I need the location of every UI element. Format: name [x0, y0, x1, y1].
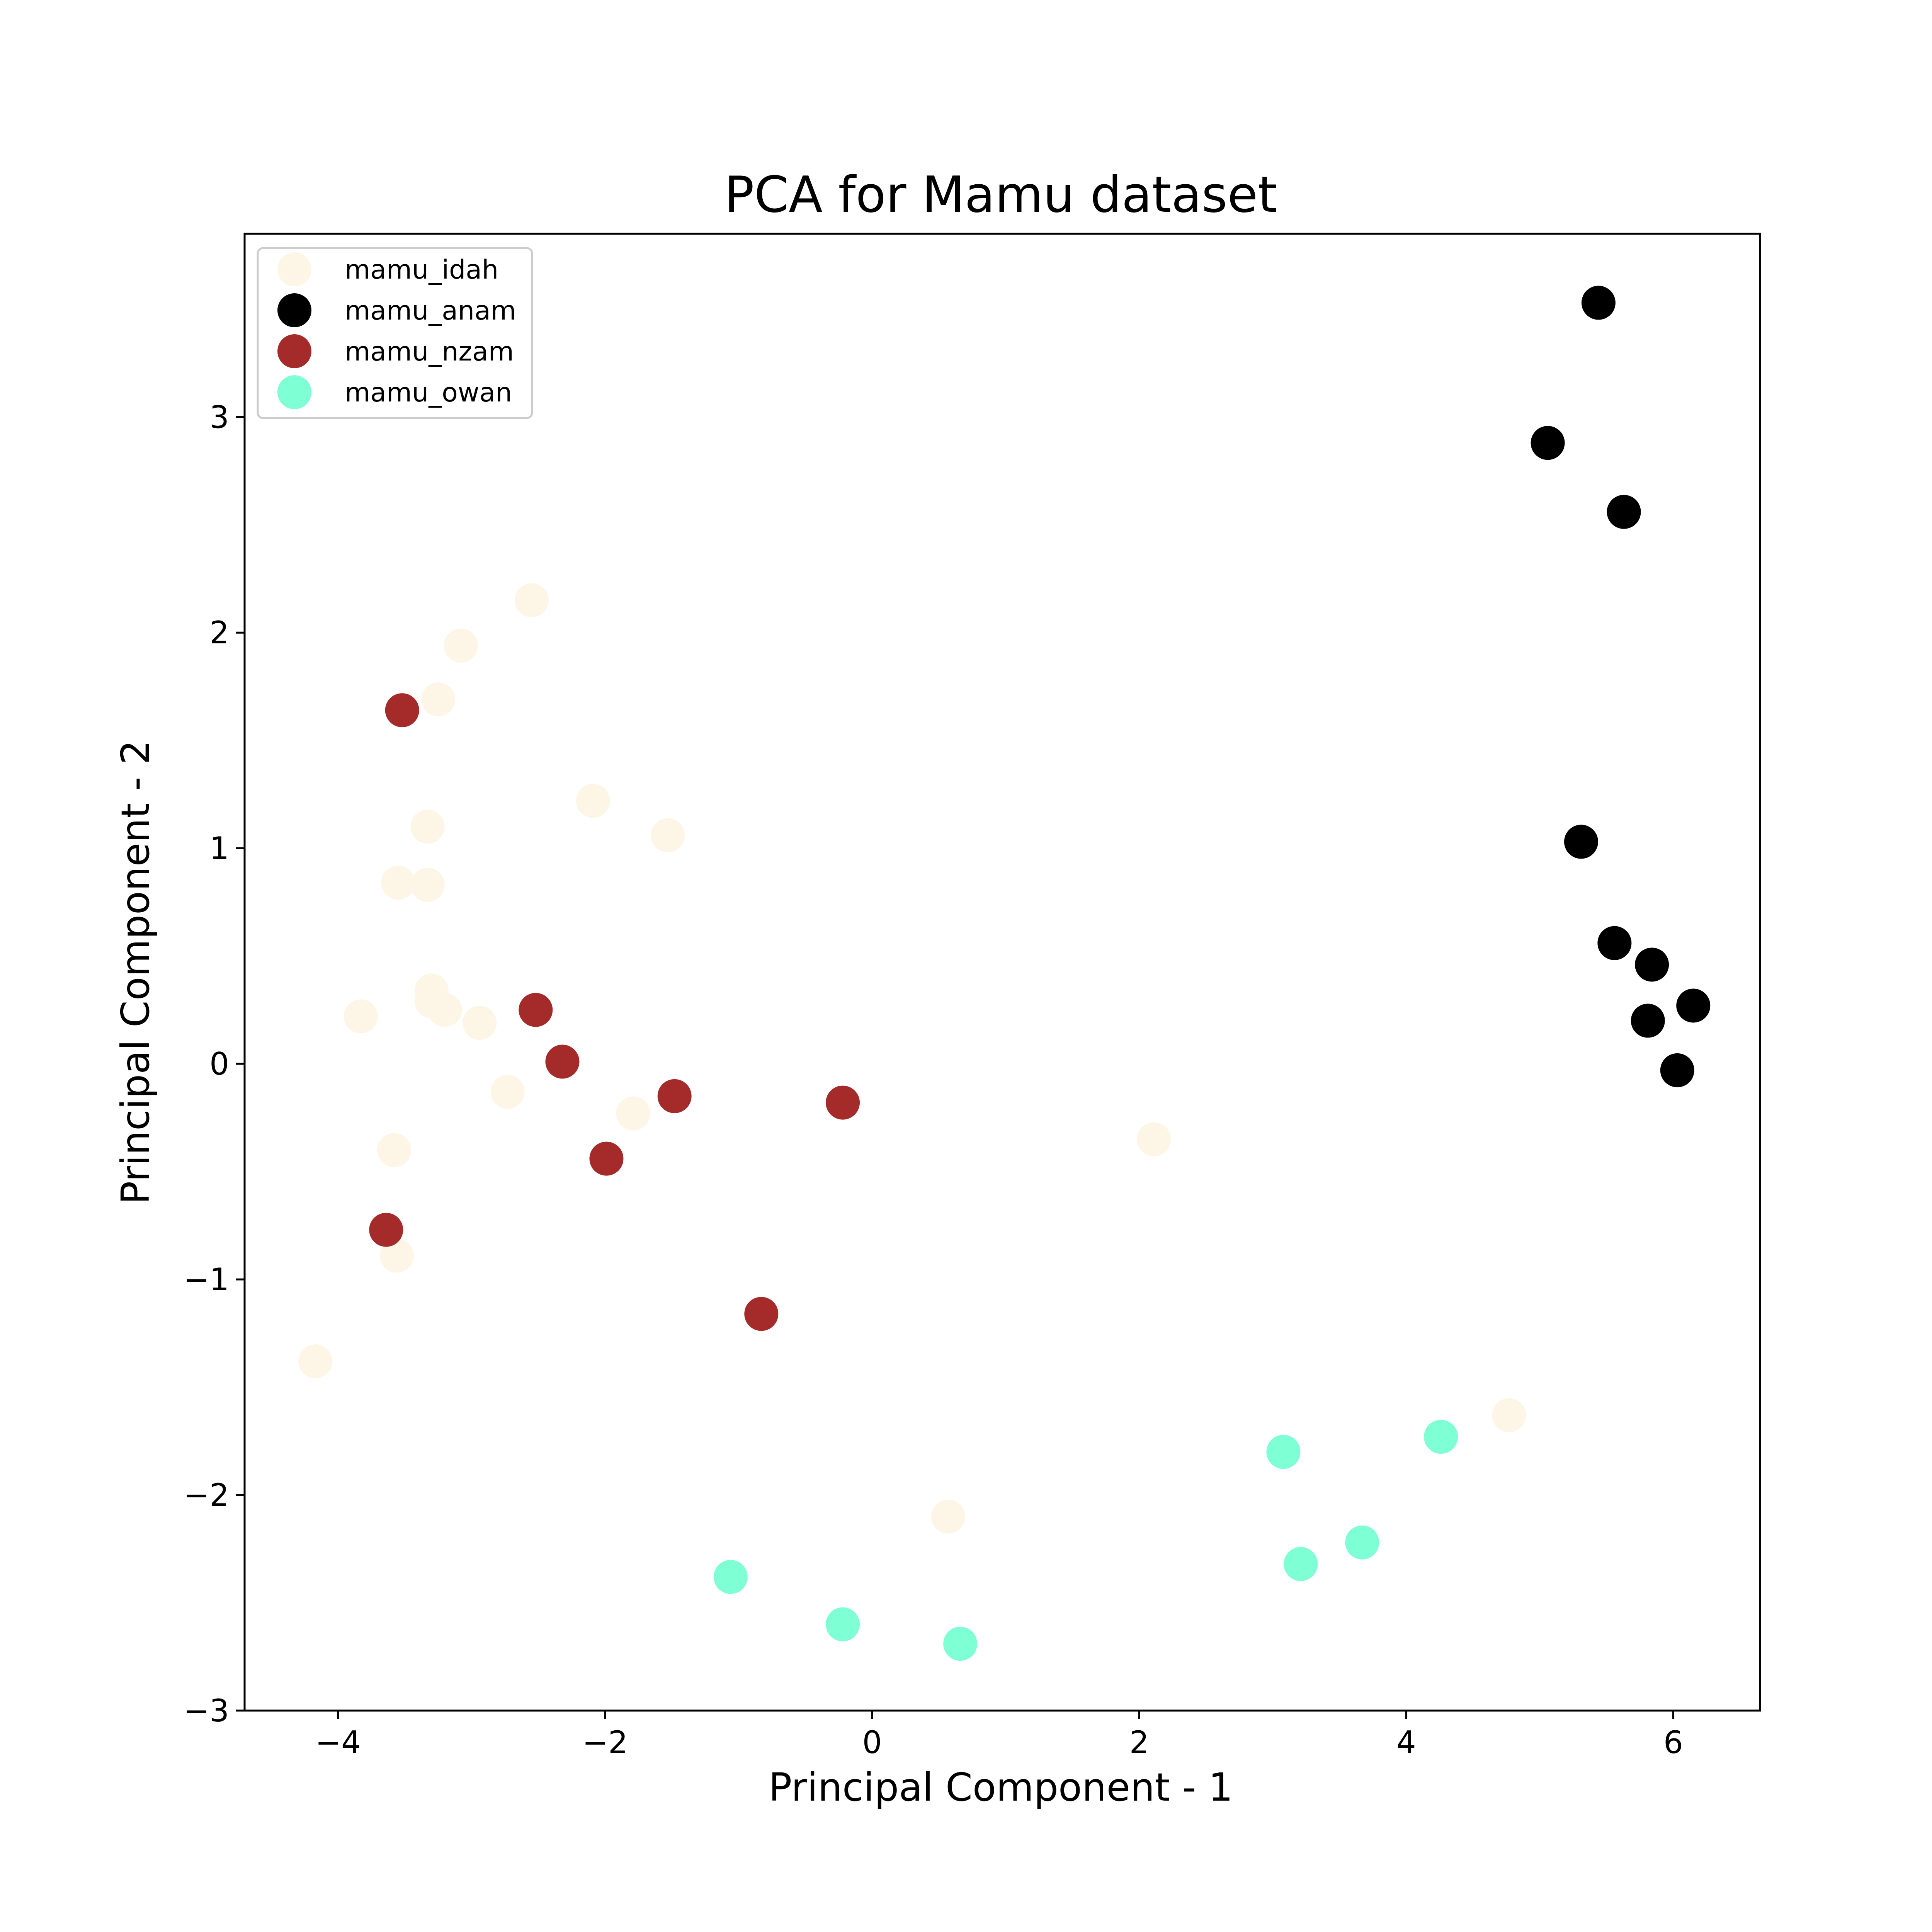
data-point	[931, 1499, 966, 1534]
data-point	[381, 866, 415, 900]
plot-area	[243, 233, 1761, 1712]
series-mamu_anam	[1531, 286, 1711, 1087]
y-tick-label: 2	[209, 615, 229, 651]
y-tick-label: −3	[184, 1693, 229, 1729]
data-point	[1492, 1398, 1526, 1432]
legend-label: mamu_owan	[345, 378, 512, 408]
x-tick-label: −2	[582, 1725, 628, 1760]
legend-frame	[257, 247, 533, 419]
data-point	[826, 1085, 860, 1120]
data-point	[519, 993, 553, 1027]
data-point	[463, 1006, 497, 1040]
data-point	[1581, 286, 1616, 320]
legend-label: mamu_nzam	[345, 337, 514, 367]
series-mamu_idah	[298, 583, 1526, 1534]
data-point	[1345, 1525, 1379, 1560]
data-point	[1424, 1420, 1458, 1454]
data-point	[616, 1096, 650, 1131]
data-point	[1635, 947, 1669, 982]
data-point	[410, 868, 445, 902]
series-mamu_nzam	[369, 693, 860, 1331]
data-point	[1564, 825, 1598, 859]
data-point	[744, 1297, 779, 1331]
y-axis-label: Principal Component - 2	[113, 740, 158, 1204]
legend-marker	[277, 334, 311, 368]
data-point	[943, 1627, 978, 1661]
data-point	[377, 1133, 412, 1167]
data-point	[1597, 926, 1632, 960]
x-tick-label: −4	[315, 1725, 361, 1760]
data-point	[657, 1079, 692, 1113]
y-tick-label: −2	[184, 1477, 229, 1513]
data-point	[545, 1044, 580, 1079]
data-point	[514, 583, 549, 617]
legend-marker	[277, 252, 311, 286]
legend-label: mamu_anam	[345, 296, 516, 326]
data-point	[298, 1344, 333, 1379]
data-point	[410, 810, 445, 844]
data-point	[421, 682, 456, 717]
x-axis-label: Principal Component - 1	[769, 1765, 1233, 1810]
legend: mamu_idah mamu_anam mamu_nzam mamu_owan	[257, 247, 533, 419]
data-point	[1660, 1053, 1694, 1087]
x-axis-ticks: −4 −2 0 2 4 6	[315, 1711, 1683, 1760]
data-point	[1531, 426, 1565, 460]
data-point	[589, 1141, 624, 1176]
legend-marker	[277, 375, 311, 409]
legend-label: mamu_idah	[345, 255, 498, 285]
data-point	[826, 1607, 860, 1641]
data-point	[713, 1560, 748, 1594]
y-tick-label: 1	[209, 830, 229, 866]
data-points	[298, 286, 1711, 1661]
x-tick-label: 4	[1396, 1725, 1416, 1760]
chart-title: PCA for Mamu dataset	[724, 166, 1277, 224]
series-mamu_owan	[713, 1420, 1458, 1661]
data-point	[369, 1213, 403, 1247]
data-point	[576, 784, 610, 818]
legend-marker	[277, 293, 311, 327]
data-point	[1676, 988, 1711, 1023]
data-point	[1137, 1122, 1171, 1156]
data-point	[344, 999, 378, 1034]
x-tick-label: 2	[1129, 1725, 1149, 1760]
y-tick-label: 0	[209, 1046, 229, 1082]
data-point	[444, 628, 478, 663]
data-point	[1284, 1547, 1318, 1581]
data-point	[651, 818, 685, 852]
y-tick-label: 3	[209, 399, 229, 435]
y-axis-ticks: −3 −2 −1 0 1 2 3	[184, 399, 245, 1729]
x-tick-label: 6	[1663, 1725, 1683, 1760]
data-point	[428, 993, 462, 1027]
data-point	[385, 693, 419, 728]
data-point	[379, 1238, 414, 1273]
data-point	[1266, 1435, 1301, 1469]
data-point	[1631, 1003, 1665, 1038]
y-tick-label: −1	[184, 1262, 229, 1298]
x-tick-label: 0	[862, 1725, 882, 1760]
data-point	[490, 1075, 525, 1109]
data-point	[1607, 495, 1641, 529]
plot-frame	[243, 233, 1761, 1712]
